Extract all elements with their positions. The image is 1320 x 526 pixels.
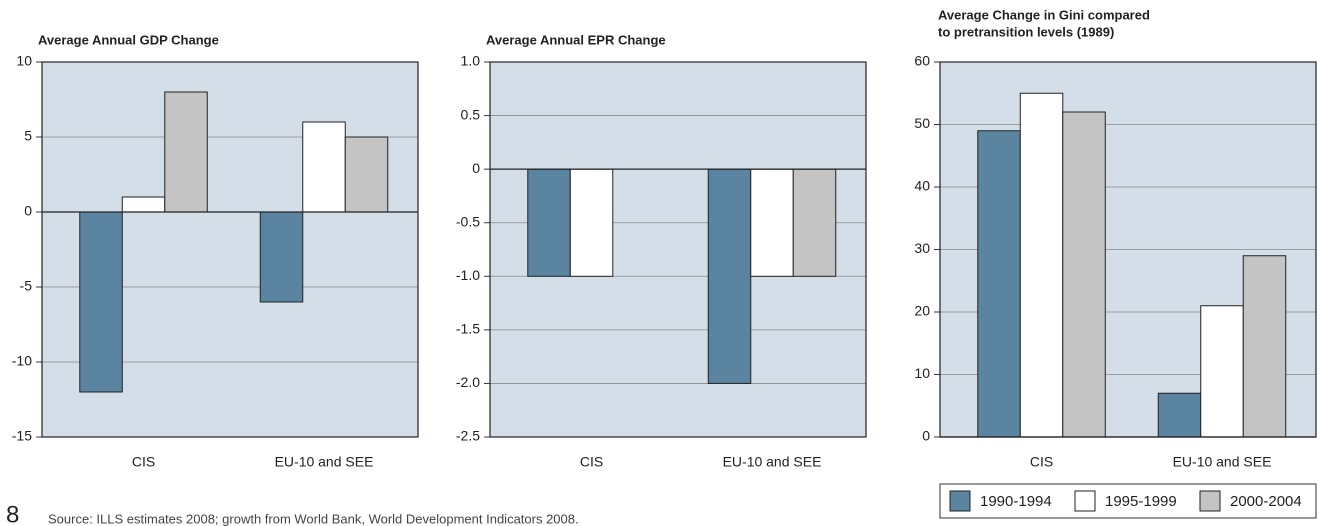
- y-tick-label: 10: [16, 53, 32, 69]
- y-tick-label: 30: [914, 240, 930, 256]
- bar: [344, 136, 389, 213]
- bar: [792, 168, 837, 277]
- legend-label: 2000-2004: [1230, 493, 1302, 510]
- y-tick-label: 5: [24, 128, 32, 144]
- bar: [164, 91, 208, 213]
- y-tick-label: -15: [12, 428, 32, 444]
- y-tick-label: 0.5: [461, 106, 481, 122]
- y-tick-label: -0.5: [456, 213, 480, 229]
- y-tick-label: -2.5: [456, 428, 480, 444]
- y-tick-label: 0: [472, 160, 480, 176]
- chart-title: Average Annual GDP Change: [38, 32, 219, 47]
- y-tick-label: -1.5: [456, 321, 480, 337]
- legend-label: 1990-1994: [980, 493, 1052, 510]
- bar: [302, 121, 346, 213]
- bar: [1062, 111, 1106, 438]
- legend-swatch: [1199, 490, 1221, 512]
- bar: [527, 168, 571, 277]
- bar: [569, 168, 614, 277]
- y-tick-label: 20: [914, 303, 930, 319]
- bar: [977, 130, 1021, 438]
- x-tick-label: EU-10 and SEE: [723, 454, 822, 470]
- chart-title: Average Annual EPR Change: [486, 32, 666, 47]
- plot-frame: [939, 61, 1317, 438]
- y-tick-label: -5: [20, 278, 33, 294]
- chart-title: Average Change in Gini compared: [938, 7, 1150, 22]
- bar: [1157, 392, 1202, 438]
- legend-swatch: [1074, 490, 1096, 512]
- plot-frame: [489, 61, 867, 438]
- bar: [259, 211, 304, 303]
- bar: [750, 168, 794, 277]
- bar: [707, 168, 752, 384]
- x-tick-label: EU-10 and SEE: [1173, 454, 1272, 470]
- plot-frame: [41, 61, 419, 438]
- page-number: 8: [6, 501, 19, 526]
- source-note: Source: ILLS estimates 2008; growth from…: [48, 511, 579, 526]
- y-tick-label: -1.0: [456, 267, 480, 283]
- y-tick-label: 40: [914, 178, 930, 194]
- bar: [79, 211, 123, 393]
- x-tick-label: CIS: [132, 454, 155, 470]
- y-tick-label: 0: [24, 203, 32, 219]
- x-tick-label: CIS: [1030, 454, 1053, 470]
- chart-title: to pretransition levels (1989): [938, 24, 1114, 39]
- bar: [121, 196, 166, 213]
- x-tick-label: CIS: [580, 454, 603, 470]
- y-tick-label: 60: [914, 53, 930, 69]
- y-tick-label: 10: [914, 365, 930, 381]
- bar: [1242, 255, 1287, 438]
- x-tick-label: EU-10 and SEE: [275, 454, 374, 470]
- legend-swatch: [949, 490, 971, 512]
- y-tick-label: -10: [12, 353, 32, 369]
- y-tick-label: -2.0: [456, 374, 480, 390]
- legend-label: 1995-1999: [1105, 493, 1177, 510]
- y-tick-label: 0: [922, 428, 930, 444]
- y-tick-label: 50: [914, 115, 930, 131]
- bar: [1200, 305, 1244, 438]
- y-tick-label: 1.0: [461, 53, 481, 69]
- bar: [1019, 92, 1064, 438]
- legend-box: [939, 483, 1317, 519]
